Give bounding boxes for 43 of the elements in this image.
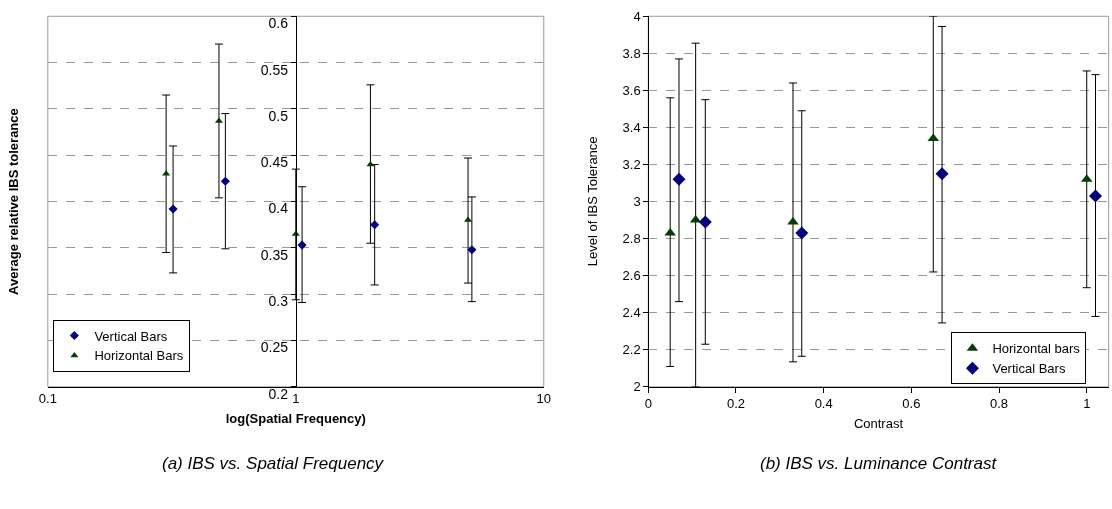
y-tick-label: 4 — [633, 8, 641, 24]
y-tick-label: 0.45 — [260, 154, 289, 171]
x-tick-label: 0.2 — [726, 396, 746, 412]
y-tick-label: 0.35 — [260, 246, 289, 263]
y-tick-label: 0.5 — [268, 107, 289, 124]
legend-label: Vertical Bars — [992, 361, 1066, 377]
y-tick-label: 0.3 — [268, 293, 289, 310]
x-tick-label: 0.1 — [38, 391, 57, 407]
y-tick-label: 3.4 — [622, 120, 641, 136]
y-tick-label: 2.2 — [622, 342, 641, 358]
point — [1089, 189, 1103, 203]
legend-label: Horizontal bars — [992, 341, 1081, 357]
legend-label: Horizontal Bars — [94, 348, 184, 364]
y-tick-label: 0.25 — [260, 339, 289, 356]
y-tick-label: 0.55 — [260, 61, 289, 78]
x-tick-label: 1 — [1083, 396, 1091, 412]
y-tick-label: 0.6 — [268, 15, 289, 32]
y-tick-label: 2.8 — [622, 231, 641, 247]
x-tick-label: 0.4 — [814, 396, 833, 412]
y-tick-label: 2.6 — [622, 268, 641, 284]
y-tick-label: 3 — [633, 194, 641, 210]
x-tick-label: 1 — [292, 391, 300, 407]
x-tick-label: 10 — [536, 391, 551, 407]
point — [672, 172, 686, 186]
y-tick-label: 3.2 — [622, 157, 641, 173]
y-tick-label: 2.4 — [622, 305, 641, 321]
x-tick-label: 0.6 — [902, 396, 921, 412]
y-tick-label: 3.8 — [622, 45, 641, 61]
text: (a) IBS vs. Spatial Frequency — [162, 454, 385, 473]
point — [795, 226, 809, 240]
point — [935, 167, 949, 181]
x-axis-title: Contrast — [853, 416, 904, 432]
legend-label: Vertical Bars — [94, 328, 168, 344]
y-tick-label: 2 — [633, 379, 641, 395]
text: (b) IBS vs. Luminance Contrast — [760, 454, 998, 473]
y-tick-label: 3.6 — [622, 82, 641, 98]
y-tick-label: 0.4 — [268, 200, 289, 217]
x-axis-title: log(Spatial Frequency) — [225, 411, 366, 427]
y-axis-title: Level of IBS Tolerance — [585, 136, 601, 267]
x-tick-label: 0 — [644, 396, 652, 412]
point — [698, 215, 712, 229]
x-tick-label: 0.8 — [990, 396, 1009, 412]
y-axis-title: Average relative IBS tolerance — [5, 108, 21, 295]
